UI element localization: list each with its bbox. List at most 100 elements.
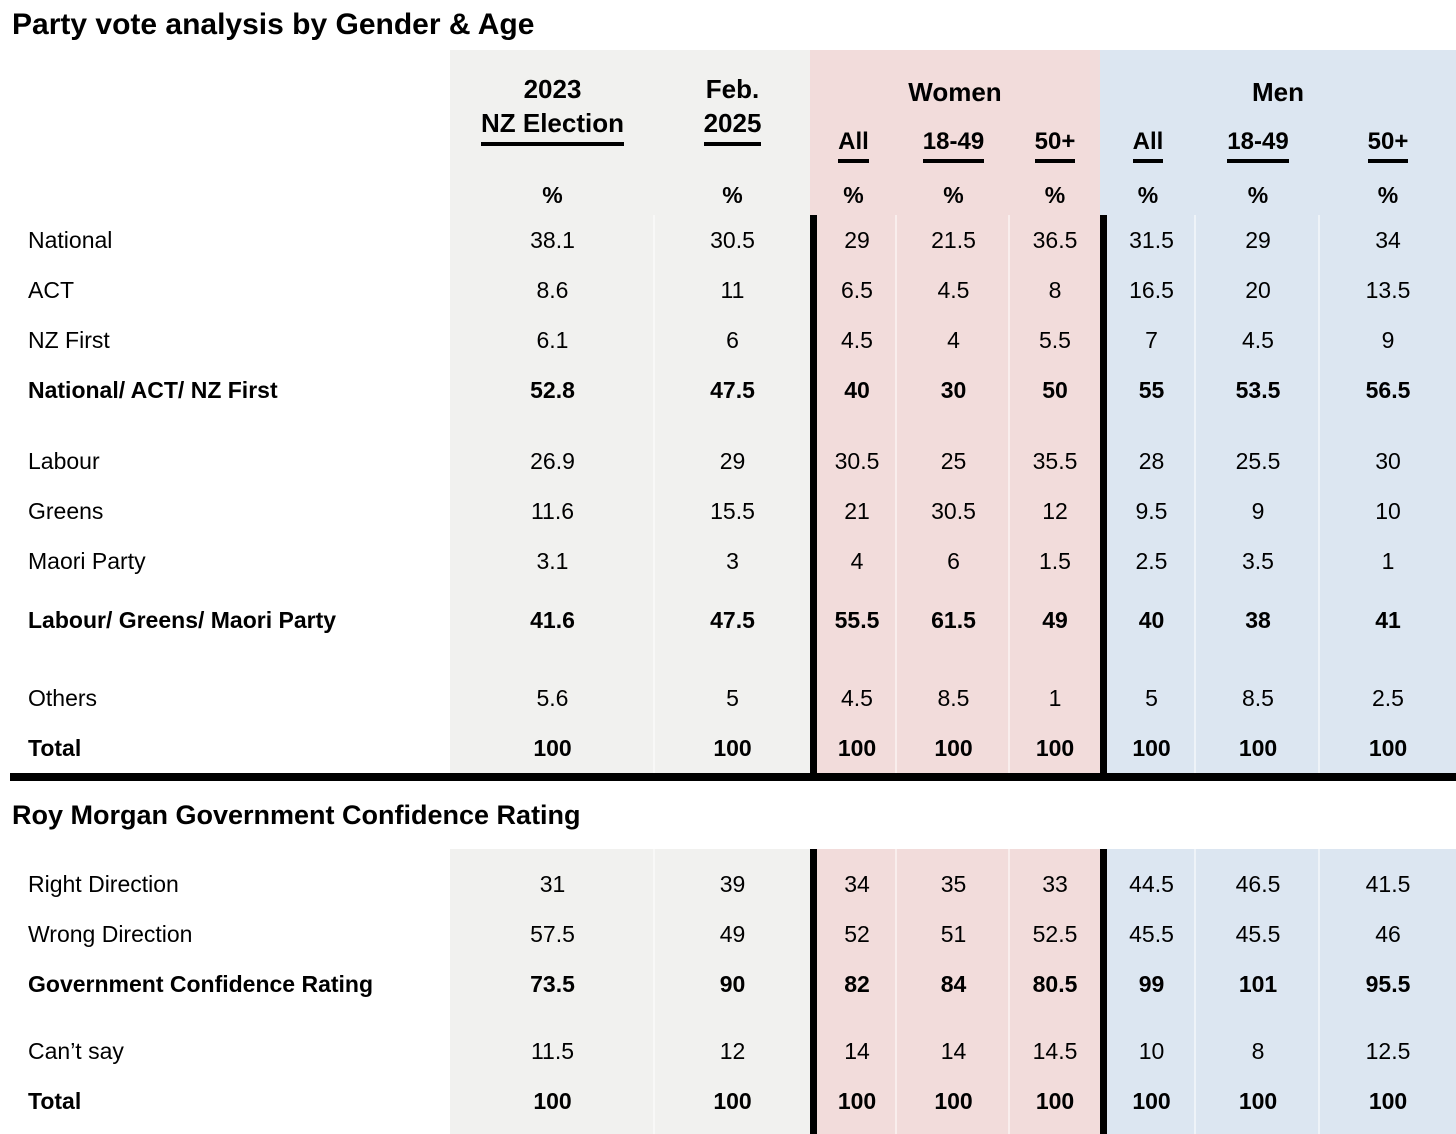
spacer-cell: [0, 415, 450, 436]
value-cell: 61.5: [897, 595, 1010, 645]
spacer-cell: [810, 1126, 897, 1134]
value-cell: 100: [1196, 723, 1320, 773]
section-title: Roy Morgan Government Confidence Rating: [12, 799, 581, 830]
value-cell: 4.5: [1196, 315, 1320, 365]
value-cell: 35.5: [1010, 436, 1100, 486]
page-title: Party vote analysis by Gender & Age: [12, 8, 535, 41]
value-cell: 41.6: [450, 595, 655, 645]
row-label: NZ First: [0, 315, 450, 365]
confidence-table: Right Direction 31 39 34 35 33 44.5 46.5 41.5 Wro…: [0, 849, 1456, 1134]
value-cell: 14: [810, 1026, 897, 1076]
value-cell: 56.5: [1320, 365, 1456, 415]
spacer-cell: [450, 1126, 655, 1134]
table-row: Can’t say 11.5 12 14 14 14.5 10 8 12.5: [0, 1026, 1456, 1076]
value-cell: 4: [810, 536, 897, 586]
value-cell: 38: [1196, 595, 1320, 645]
spacer-cell: [897, 849, 1010, 859]
table-row: Right Direction 31 39 34 35 33 44.5 46.5 41.5: [0, 859, 1456, 909]
section-title-bar: Roy Morgan Government Confidence Rating: [0, 781, 1456, 849]
value-cell: 11: [655, 265, 810, 315]
value-cell: 14.5: [1010, 1026, 1100, 1076]
table-row: Others 5.6 5 4.5 8.5 1 5 8.5 2.5: [0, 673, 1456, 723]
percent-sign: %: [1010, 175, 1100, 215]
spacer-cell: [810, 645, 897, 673]
spacer-cell: [1100, 415, 1196, 436]
value-cell: 100: [655, 1076, 810, 1126]
spacer-cell: [1010, 586, 1100, 595]
spacer-cell: [655, 415, 810, 436]
percent-sign: %: [1320, 175, 1456, 215]
value-cell: 20: [1196, 265, 1320, 315]
value-cell: 40: [1100, 595, 1196, 645]
column-header-2023-election: 2023 NZ Election: [450, 50, 655, 175]
row-label: Maori Party: [0, 536, 450, 586]
value-cell: 31: [450, 859, 655, 909]
value-cell: 16.5: [1100, 265, 1196, 315]
spacer-cell: [1320, 586, 1456, 595]
value-cell: 100: [810, 1076, 897, 1126]
spacer-cell: [450, 1009, 655, 1026]
column-header-feb: Feb.: [705, 73, 760, 104]
spacer-cell: [1196, 645, 1320, 673]
value-cell: 3: [655, 536, 810, 586]
value-cell: 30: [897, 365, 1010, 415]
men-label: Men: [1252, 77, 1304, 107]
spacer-cell: [810, 415, 897, 436]
value-cell: 12: [1010, 486, 1100, 536]
value-cell: 100: [1010, 1076, 1100, 1126]
spacer-cell: [450, 415, 655, 436]
party-vote-table: National 38.1 30.5 29 21.5 36.5 31.5 29 34 ACT 8.6…: [0, 215, 1456, 773]
value-cell: 80.5: [1010, 959, 1100, 1009]
value-cell: 35: [897, 859, 1010, 909]
column-header-2023: 2023: [523, 73, 582, 104]
value-cell: 100: [897, 1076, 1010, 1126]
value-cell: 100: [1320, 723, 1456, 773]
value-cell: 21: [810, 486, 897, 536]
value-cell: 29: [1196, 215, 1320, 265]
table-row: Total 100 100 100 100 100 100 100 100: [0, 723, 1456, 773]
spacer-cell: [655, 645, 810, 673]
spacer-cell: [1100, 1126, 1196, 1134]
value-cell: 34: [810, 859, 897, 909]
spacer-cell: [1320, 415, 1456, 436]
spacer-row: [0, 1009, 1456, 1026]
value-cell: 53.5: [1196, 365, 1320, 415]
header-label-spacer: [0, 50, 450, 215]
value-cell: 99: [1100, 959, 1196, 1009]
table-row: NZ First 6.1 6 4.5 4 5.5 7 4.5 9: [0, 315, 1456, 365]
spacer-cell: [655, 849, 810, 859]
spacer-cell: [810, 586, 897, 595]
table-row: Total 100 100 100 100 100 100 100 100: [0, 1076, 1456, 1126]
value-cell: 3.1: [450, 536, 655, 586]
value-cell: 1: [1320, 536, 1456, 586]
table-row: Government Confidence Rating 73.5 90 82 84 80…: [0, 959, 1456, 1009]
value-cell: 5: [655, 673, 810, 723]
value-cell: 8.5: [1196, 673, 1320, 723]
value-cell: 90: [655, 959, 810, 1009]
value-cell: 1: [1010, 673, 1100, 723]
percent-sign: %: [655, 175, 810, 215]
spacer-cell: [655, 1126, 810, 1134]
spacer-cell: [1010, 849, 1100, 859]
value-cell: 45.5: [1196, 909, 1320, 959]
value-cell: 55.5: [810, 595, 897, 645]
row-label: Labour/ Greens/ Maori Party: [0, 595, 450, 645]
value-cell: 9: [1320, 315, 1456, 365]
value-cell: 49: [655, 909, 810, 959]
value-cell: 2.5: [1320, 673, 1456, 723]
spacer-row: [0, 415, 1456, 436]
value-cell: 57.5: [450, 909, 655, 959]
value-cell: 9.5: [1100, 486, 1196, 536]
value-cell: 10: [1100, 1026, 1196, 1076]
row-label: Wrong Direction: [0, 909, 450, 959]
group-header-women: Women: [810, 50, 1100, 115]
value-cell: 5.6: [450, 673, 655, 723]
spacer-cell: [450, 586, 655, 595]
spacer-cell: [897, 586, 1010, 595]
value-cell: 4.5: [810, 673, 897, 723]
value-cell: 39: [655, 859, 810, 909]
value-cell: 12.5: [1320, 1026, 1456, 1076]
value-cell: 2.5: [1100, 536, 1196, 586]
value-cell: 47.5: [655, 365, 810, 415]
